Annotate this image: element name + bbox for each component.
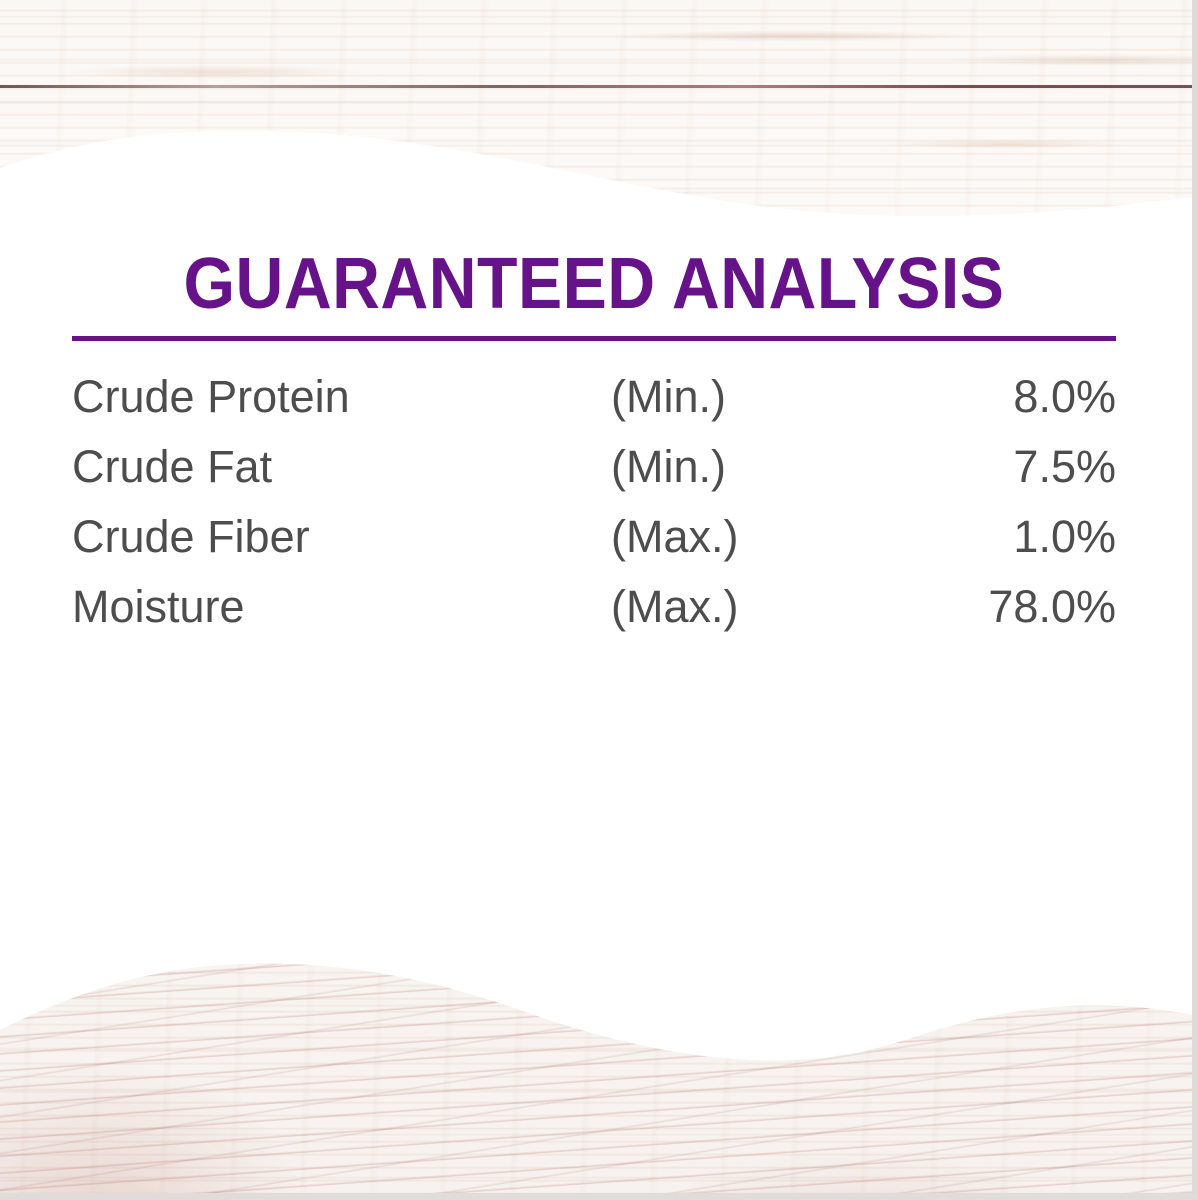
nutrient-value: 1.0% — [1013, 511, 1116, 562]
guaranteed-analysis-table: Crude Protein (Min.) 8.0% Crude Fat (Min… — [72, 362, 1116, 642]
wood-bottom-grain-texture — [0, 860, 1198, 1200]
nutrient-label: Crude Fiber — [72, 511, 310, 562]
nutrient-qualifier: (Max.) — [611, 581, 739, 632]
table-row: Moisture (Max.) 78.0% — [72, 572, 1116, 642]
table-row: Crude Protein (Min.) 8.0% — [72, 362, 1116, 432]
nutrient-value: 8.0% — [1013, 371, 1116, 422]
wood-plank-seam — [0, 85, 1198, 88]
table-row: Crude Fat (Min.) 7.5% — [72, 432, 1116, 502]
right-edge-strip — [1192, 0, 1198, 1200]
nutrient-value: 78.0% — [988, 581, 1116, 632]
page-title: GUARANTEED ANALYSIS — [183, 244, 1005, 324]
nutrient-qualifier: (Min.) — [611, 371, 726, 422]
nutrient-qualifier: (Max.) — [611, 511, 739, 562]
bottom-edge-strip — [0, 1193, 1198, 1200]
nutrient-label: Crude Protein — [72, 371, 350, 422]
nutrient-qualifier: (Min.) — [611, 441, 726, 492]
table-row: Crude Fiber (Max.) 1.0% — [72, 502, 1116, 572]
nutrient-label: Moisture — [72, 581, 245, 632]
title-divider — [72, 336, 1116, 341]
nutrient-label: Crude Fat — [72, 441, 273, 492]
nutrient-value: 7.5% — [1013, 441, 1116, 492]
